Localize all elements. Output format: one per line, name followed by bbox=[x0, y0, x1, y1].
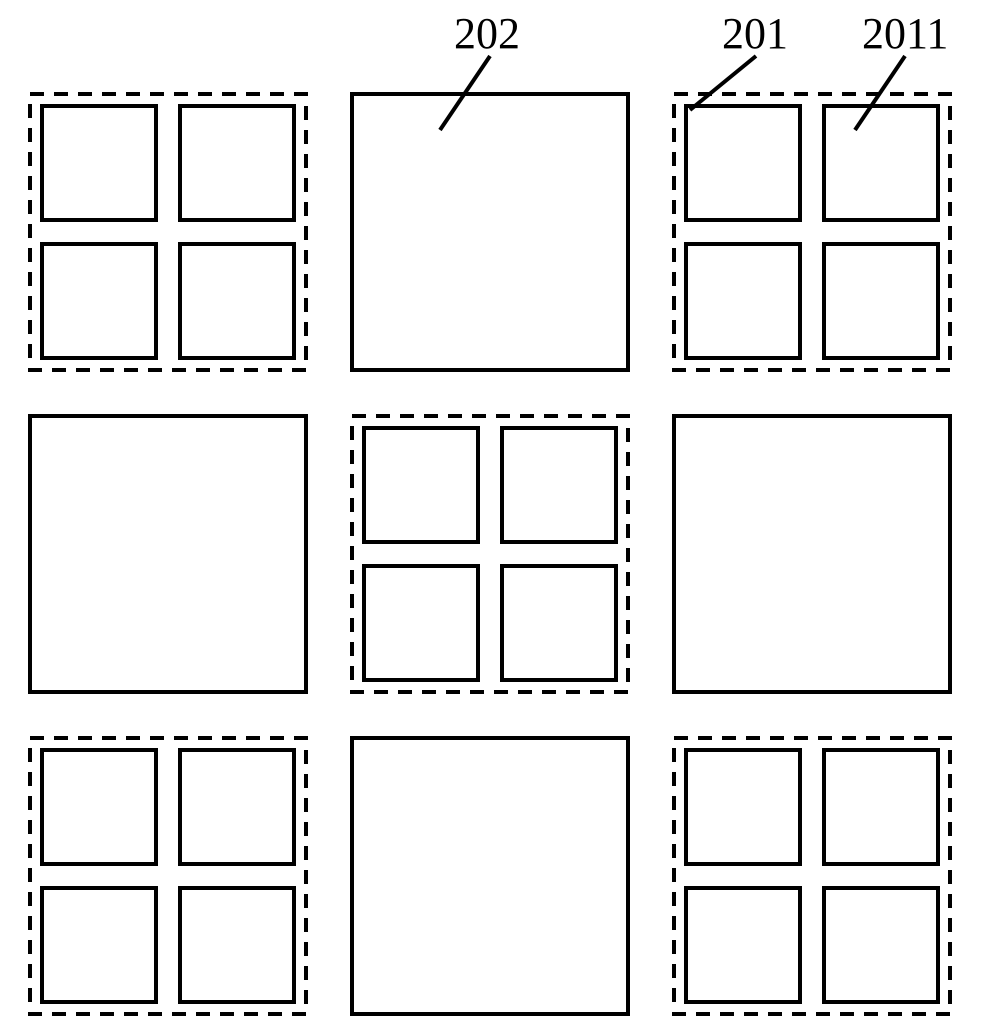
diagram-root: 2022012011 bbox=[0, 0, 994, 1000]
leader-line bbox=[0, 0, 994, 1000]
